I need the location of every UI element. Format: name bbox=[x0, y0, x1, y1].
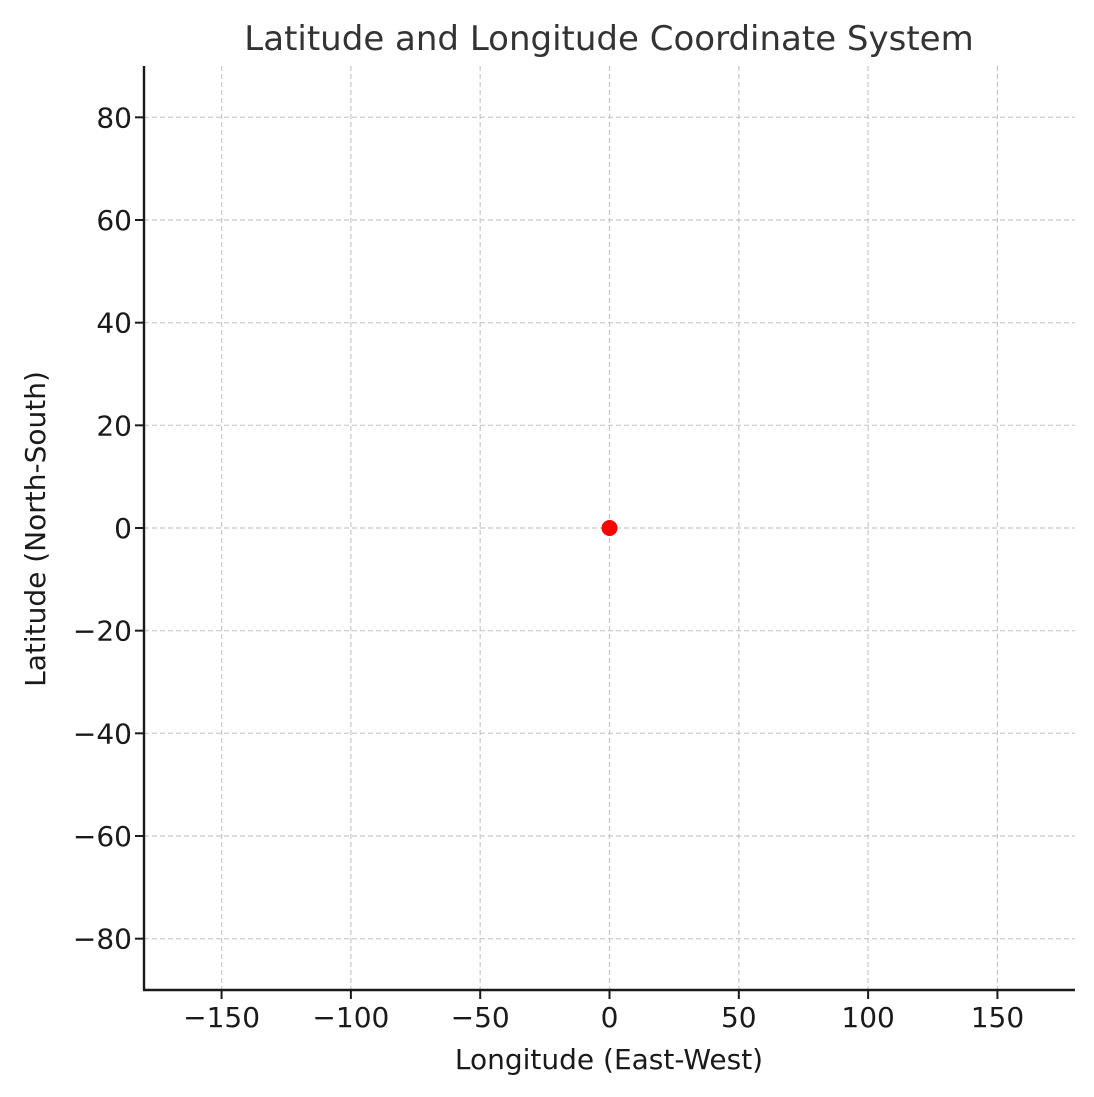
y-axis-ticks: 80 60 40 20 0 −20 −40 −60 −80 bbox=[73, 101, 144, 956]
y-axis-label: Latitude (North-South) bbox=[19, 371, 52, 687]
x-axis-ticks: −150 −100 −50 0 50 100 150 bbox=[183, 990, 1024, 1034]
y-tick-label: 20 bbox=[96, 409, 132, 442]
y-tick-label: −80 bbox=[73, 923, 132, 956]
x-tick-label: 150 bbox=[971, 1001, 1024, 1034]
y-tick-label: 40 bbox=[96, 307, 132, 340]
x-tick-label: −50 bbox=[451, 1001, 510, 1034]
x-tick-label: 50 bbox=[721, 1001, 757, 1034]
y-tick-label: 80 bbox=[96, 101, 132, 134]
x-tick-label: −100 bbox=[312, 1001, 389, 1034]
chart-title: Latitude and Longitude Coordinate System bbox=[244, 19, 973, 59]
y-tick-label: −20 bbox=[73, 615, 132, 648]
x-tick-label: 0 bbox=[601, 1001, 619, 1034]
data-point bbox=[601, 520, 618, 536]
y-tick-label: 0 bbox=[114, 512, 132, 545]
x-tick-label: −150 bbox=[183, 1001, 260, 1034]
horizontal-grid-lines bbox=[144, 116, 1075, 940]
y-tick-label: −60 bbox=[73, 820, 132, 853]
y-tick-label: 60 bbox=[96, 204, 132, 237]
x-axis-label: Longitude (East-West) bbox=[455, 1043, 763, 1076]
x-tick-label: 100 bbox=[841, 1001, 894, 1034]
y-tick-label: −40 bbox=[73, 717, 132, 750]
data-points bbox=[601, 520, 618, 536]
